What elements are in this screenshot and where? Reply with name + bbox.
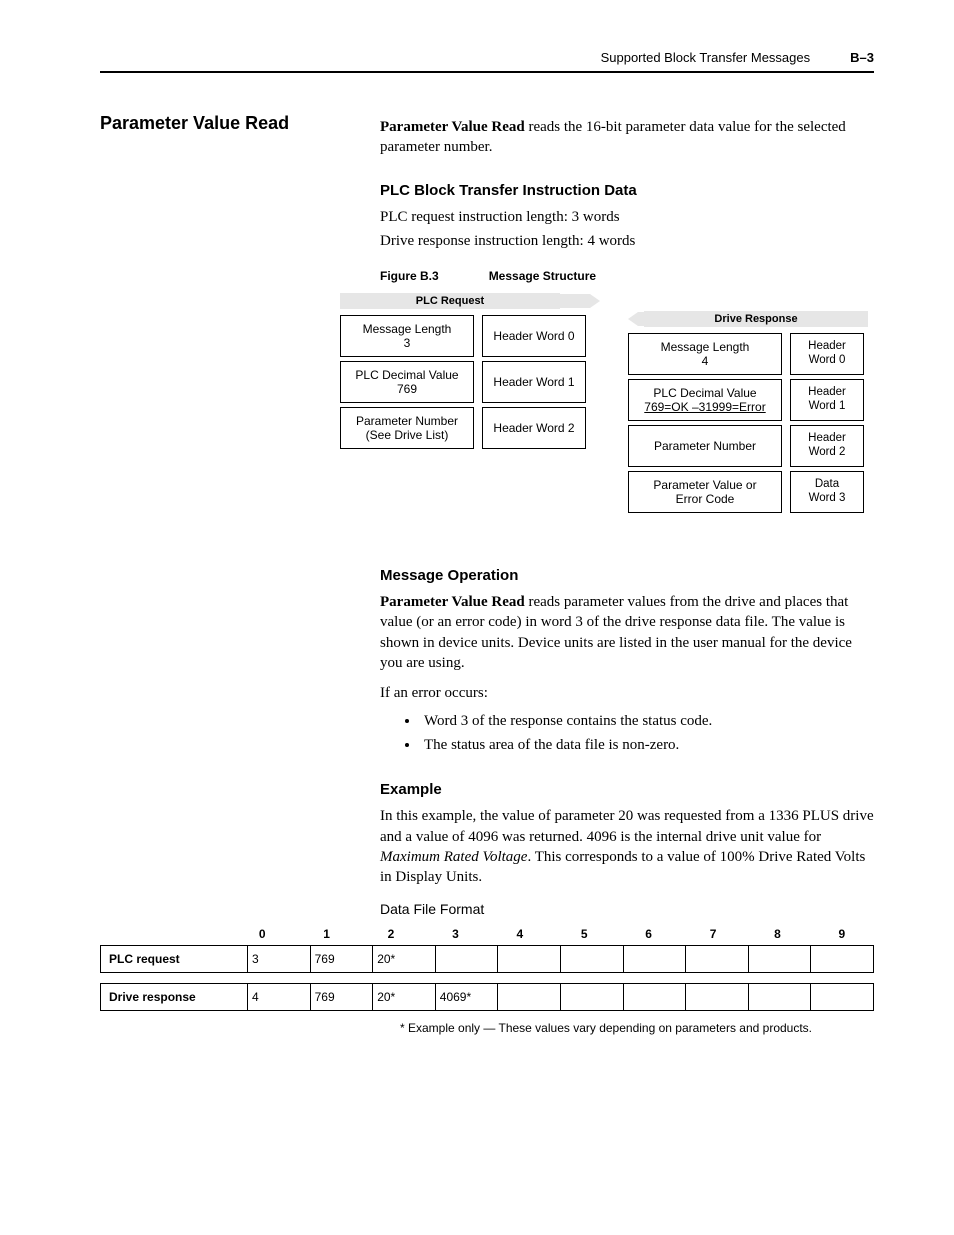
plc-line-1: PLC request instruction length: 3 words [380,207,874,227]
table-cell [498,984,561,1010]
page-header: Supported Block Transfer Messages B–3 [100,50,874,73]
table-header-cell: 0 [230,927,294,941]
table-row-label: Drive response [101,984,248,1010]
drive-box-right: HeaderWord 0 [790,333,864,375]
drive-box-right: DataWord 3 [790,471,864,513]
table-cell [749,984,812,1010]
data-file-table: 0123456789 PLC request376920*Drive respo… [100,927,874,1011]
figure-number: Figure B.3 [380,269,439,283]
example-italic: Maximum Rated Voltage [380,849,527,865]
table-footnote: * Example only — These values vary depen… [400,1021,874,1035]
table-cell: 769 [311,984,374,1010]
table-cell [686,946,749,972]
plc-box-left: PLC Decimal Value769 [340,361,474,403]
table-header-cell: 4 [488,927,552,941]
message-op-bold: Parameter Value Read [380,594,525,610]
plc-box-right: Header Word 1 [482,361,586,403]
table-row: PLC request376920* [100,945,874,973]
drive-diagram-row: Message Length4HeaderWord 0 [628,333,868,375]
table-cell [686,984,749,1010]
table-cell [561,946,624,972]
table-cell: 4069* [436,984,499,1010]
arrow-right-icon [560,294,600,308]
arrow-left-icon [628,312,644,326]
table-cell [498,946,561,972]
figure-label: Figure B.3 Message Structure [380,269,874,283]
plc-box-left: Parameter Number(See Drive List) [340,407,474,449]
intro-bold: Parameter Value Read [380,119,525,135]
table-row: Drive response476920*4069* [100,983,874,1011]
table-header-cell: 7 [681,927,745,941]
table-cell [811,946,873,972]
table-cell: 3 [248,946,311,972]
plc-box-right: Header Word 2 [482,407,586,449]
plc-section-title: PLC Block Transfer Instruction Data [380,182,874,199]
plc-box-left: Message Length3 [340,315,474,357]
figure-message-structure: PLC Request Message Length3Header Word 0… [340,293,874,517]
table-header-cell: 2 [359,927,423,941]
table-row-label: PLC request [101,946,248,972]
table-header-cell: 5 [552,927,616,941]
table-header-cell: 8 [745,927,809,941]
table-header-cell: 6 [616,927,680,941]
data-file-format-label: Data File Format [380,901,874,917]
figure-title: Message Structure [489,269,596,283]
drive-box-left: PLC Decimal Value769=OK –31999=Error [628,379,782,421]
drive-box-left: Parameter Value orError Code [628,471,782,513]
table-header-cell: 9 [810,927,874,941]
example-p1a: In this example, the value of parameter … [380,808,874,844]
plc-diagram-row: Message Length3Header Word 0 [340,315,600,357]
table-cell [436,946,499,972]
plc-request-header: PLC Request [340,293,560,309]
plc-line-2: Drive response instruction length: 4 wor… [380,231,874,251]
table-cell: 20* [373,946,436,972]
header-page-number: B–3 [850,50,874,65]
drive-box-left: Message Length4 [628,333,782,375]
section-title: Parameter Value Read [100,113,380,134]
table-cell: 769 [311,946,374,972]
table-cell: 20* [373,984,436,1010]
plc-diagram-row: PLC Decimal Value769Header Word 1 [340,361,600,403]
drive-diagram-row: PLC Decimal Value769=OK –31999=ErrorHead… [628,379,868,421]
example-paragraph: In this example, the value of parameter … [380,806,874,887]
table-cell: 4 [248,984,311,1010]
plc-box-right: Header Word 0 [482,315,586,357]
drive-diagram-row: Parameter NumberHeaderWord 2 [628,425,868,467]
drive-box-right: HeaderWord 1 [790,379,864,421]
table-cell [624,984,687,1010]
table-cell [811,984,873,1010]
table-cell [624,946,687,972]
bullet-item: Word 3 of the response contains the stat… [420,709,874,733]
header-title: Supported Block Transfer Messages [601,50,811,65]
message-op-p2: If an error occurs: [380,683,874,703]
bullet-list: Word 3 of the response contains the stat… [380,709,874,757]
drive-box-right: HeaderWord 2 [790,425,864,467]
plc-diagram-row: Parameter Number(See Drive List)Header W… [340,407,600,449]
intro-paragraph: Parameter Value Read reads the 16-bit pa… [380,117,874,158]
drive-response-header: Drive Response [644,311,868,327]
message-operation-title: Message Operation [380,567,874,584]
drive-box-left: Parameter Number [628,425,782,467]
table-header-cell: 1 [294,927,358,941]
bullet-item: The status area of the data file is non-… [420,733,874,757]
table-cell [561,984,624,1010]
drive-diagram-row: Parameter Value orError CodeDataWord 3 [628,471,868,513]
table-header-cell: 3 [423,927,487,941]
example-title: Example [380,781,874,798]
message-op-p1: Parameter Value Read reads parameter val… [380,592,874,673]
table-cell [749,946,812,972]
